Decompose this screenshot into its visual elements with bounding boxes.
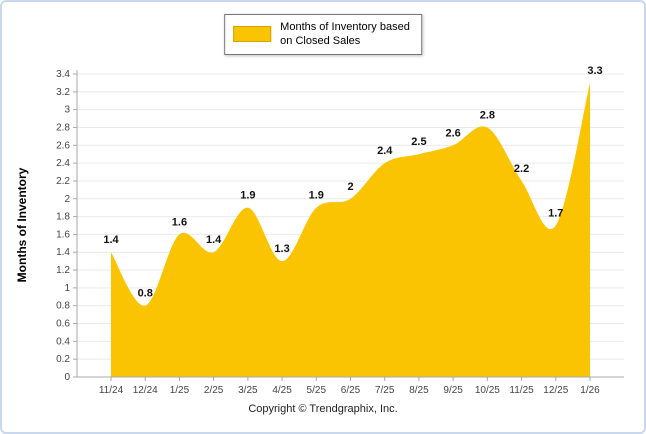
svg-text:2.8: 2.8	[56, 122, 70, 133]
svg-text:2/25: 2/25	[204, 385, 224, 396]
svg-text:0.4: 0.4	[56, 336, 70, 347]
svg-text:1.8: 1.8	[56, 212, 70, 223]
svg-text:0.8: 0.8	[56, 301, 70, 312]
svg-text:3: 3	[64, 105, 70, 116]
legend-swatch-icon	[233, 26, 272, 43]
svg-text:0.6: 0.6	[56, 319, 70, 330]
svg-text:3/25: 3/25	[238, 385, 258, 396]
svg-text:12/25: 12/25	[543, 385, 568, 396]
svg-text:4/25: 4/25	[272, 385, 292, 396]
legend-label: Months of Inventory based on Closed Sale…	[280, 20, 410, 49]
svg-text:1/26: 1/26	[580, 385, 600, 396]
svg-text:1/25: 1/25	[170, 385, 190, 396]
svg-text:9/25: 9/25	[443, 385, 463, 396]
legend-label-line2: on Closed Sales	[280, 35, 361, 48]
svg-text:2.2: 2.2	[514, 163, 529, 175]
svg-text:1.6: 1.6	[172, 216, 187, 228]
svg-text:1.4: 1.4	[103, 234, 119, 246]
legend: Months of Inventory based on Closed Sale…	[224, 14, 422, 55]
legend-label-line1: Months of Inventory based	[280, 21, 410, 33]
svg-text:2.4: 2.4	[56, 158, 70, 169]
svg-text:0: 0	[64, 372, 70, 383]
svg-text:3.4: 3.4	[56, 69, 70, 80]
svg-text:5/25: 5/25	[307, 385, 327, 396]
svg-text:1.7: 1.7	[548, 208, 563, 220]
svg-text:10/25: 10/25	[475, 385, 500, 396]
svg-text:7/25: 7/25	[375, 385, 395, 396]
y-axis-title: Months of Inventory	[15, 167, 29, 283]
svg-text:0.2: 0.2	[56, 354, 70, 365]
svg-text:1.4: 1.4	[206, 234, 222, 246]
svg-text:11/25: 11/25	[509, 385, 534, 396]
svg-text:1: 1	[64, 283, 70, 294]
svg-text:2.6: 2.6	[445, 127, 460, 139]
svg-text:8/25: 8/25	[409, 385, 429, 396]
svg-text:2.2: 2.2	[56, 176, 70, 187]
svg-text:3.3: 3.3	[587, 65, 602, 77]
svg-text:2.6: 2.6	[56, 140, 70, 151]
svg-text:1.2: 1.2	[56, 265, 70, 276]
svg-text:2.8: 2.8	[480, 109, 495, 121]
svg-text:12/24: 12/24	[133, 385, 158, 396]
svg-text:1.9: 1.9	[240, 190, 255, 202]
copyright-text: Copyright © Trendgraphix, Inc.	[248, 403, 398, 415]
svg-text:1.4: 1.4	[56, 247, 70, 258]
svg-text:2: 2	[64, 194, 70, 205]
svg-text:0.8: 0.8	[138, 288, 153, 300]
svg-text:2.5: 2.5	[411, 136, 426, 148]
svg-text:2: 2	[347, 181, 353, 193]
svg-text:1.6: 1.6	[56, 229, 70, 240]
svg-text:2.4: 2.4	[377, 145, 393, 157]
svg-text:3.2: 3.2	[56, 87, 70, 98]
svg-text:1.9: 1.9	[309, 190, 324, 202]
svg-text:1.3: 1.3	[274, 243, 289, 255]
svg-text:6/25: 6/25	[341, 385, 361, 396]
svg-text:11/24: 11/24	[99, 385, 124, 396]
